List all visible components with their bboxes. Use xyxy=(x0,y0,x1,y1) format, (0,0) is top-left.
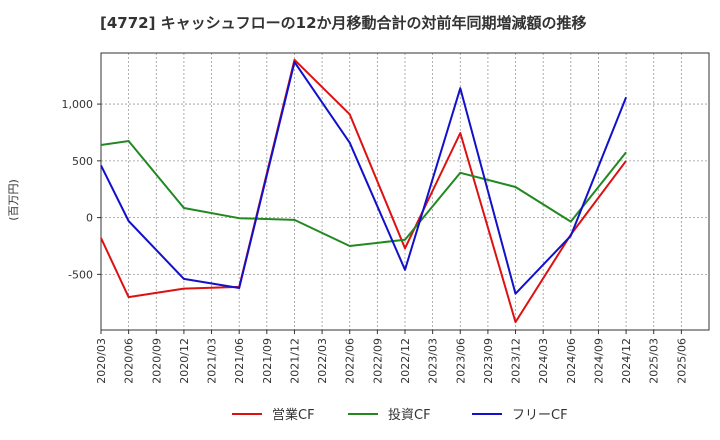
x-tick-label: 2025/06 xyxy=(675,338,688,384)
series-line xyxy=(100,61,628,295)
x-tick-label: 2023/03 xyxy=(427,338,440,384)
x-tick-label: 2021/03 xyxy=(206,338,219,384)
legend-label: 投資CF xyxy=(388,407,431,423)
grid xyxy=(101,53,710,330)
y-tick-label: -500 xyxy=(68,268,93,281)
legend: 営業CF 投資CF フリーCF xyxy=(232,407,568,423)
series-line xyxy=(100,58,627,324)
x-tick-label: 2022/03 xyxy=(316,338,329,384)
x-tick-label: 2023/09 xyxy=(482,338,495,384)
x-tick-label: 2022/06 xyxy=(344,338,357,384)
x-tick-label: 2021/12 xyxy=(288,338,301,384)
x-tick-label: 2022/09 xyxy=(371,338,384,384)
x-tick-label: 2020/06 xyxy=(123,338,136,384)
x-tick-label: 2024/12 xyxy=(620,338,633,384)
x-tick-label: 2024/06 xyxy=(565,338,578,384)
chart-title: [4772] キャッシュフローの12か月移動合計の対前年同期増減額の推移 xyxy=(100,14,587,32)
x-tick-label: 2024/03 xyxy=(537,338,550,384)
x-tick-label: 2021/09 xyxy=(261,338,274,384)
legend-label: フリーCF xyxy=(512,408,568,423)
legend-label: 営業CF xyxy=(272,407,315,423)
x-axis-ticks: 2020/03 2020/06 2020/09 2020/12 2021/03 2021/… xyxy=(95,330,688,384)
x-tick-label: 2022/12 xyxy=(399,338,412,384)
x-tick-label: 2020/12 xyxy=(178,338,191,384)
x-tick-label: 2023/12 xyxy=(510,338,523,384)
x-tick-label: 2020/03 xyxy=(95,338,108,384)
x-tick-label: 2020/09 xyxy=(150,338,163,384)
series-lines xyxy=(100,58,628,324)
y-axis-label: (百万円) xyxy=(7,179,20,221)
x-tick-label: 2024/09 xyxy=(592,338,605,384)
y-tick-label: 500 xyxy=(72,155,93,168)
y-tick-label: 1,000 xyxy=(62,98,94,111)
y-tick-label: 0 xyxy=(86,212,93,225)
x-tick-label: 2023/06 xyxy=(454,338,467,384)
y-axis-ticks: -500 0 500 1,000 xyxy=(62,98,101,281)
series-line xyxy=(100,140,627,247)
x-tick-label: 2025/03 xyxy=(648,338,661,384)
x-tick-label: 2021/06 xyxy=(233,338,246,384)
